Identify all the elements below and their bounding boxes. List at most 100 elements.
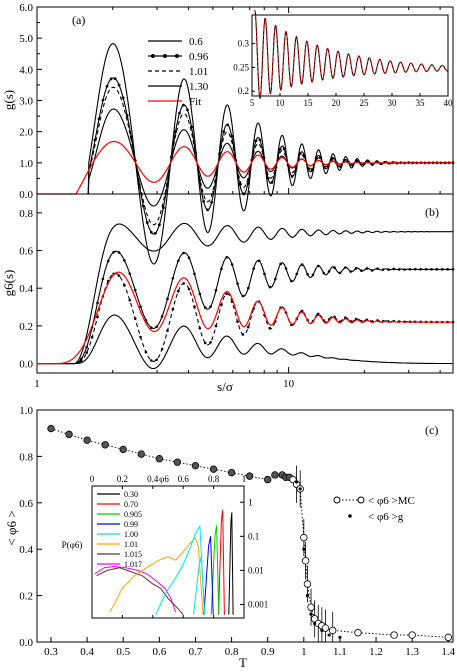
b-marker-2 <box>85 345 88 349</box>
ic-xtick-label: 0 <box>90 474 95 484</box>
c-mc-point <box>245 472 254 480</box>
b-marker-3 <box>176 289 180 293</box>
b-marker-2 <box>300 263 304 266</box>
ic-dist-1.01 <box>109 536 204 615</box>
b-marker-3 <box>268 327 272 330</box>
b-marker-2 <box>430 268 433 271</box>
panel-b: (b) 0.0 0.2 0.4 0.6 0.8 1 10 g6(s) s/σ <box>1 193 455 394</box>
b-curve-fit <box>37 271 453 365</box>
b-marker-2 <box>230 263 234 266</box>
b-curve-1 <box>37 222 453 365</box>
b-marker-2 <box>290 279 293 283</box>
a-marker-0.96 <box>125 113 129 117</box>
b-marker-2 <box>343 266 347 269</box>
c-mc-point <box>390 631 398 639</box>
b-marker-2 <box>128 272 132 276</box>
a-curve-fit <box>37 140 453 195</box>
c-ytick-label: 0.4 <box>19 544 33 556</box>
a-marker-0.96 <box>137 182 141 186</box>
c-xtick-label: 1.3 <box>405 646 419 658</box>
ic-legend-label-1.017: 1.017 <box>124 560 142 569</box>
ic-peak-0.70 <box>218 509 225 615</box>
ic-ytick-label: 0.01 <box>248 565 264 575</box>
b-curve-3 <box>37 272 453 365</box>
b-marker-2 <box>182 251 185 255</box>
b-marker-3 <box>182 282 185 285</box>
ic-xtick-label: 0.2 <box>117 474 128 484</box>
panel-b-label: (b) <box>425 205 439 219</box>
c-mc-point <box>263 475 272 484</box>
legend-label-fit: Fit <box>189 96 201 108</box>
b-marker-2 <box>295 272 299 276</box>
c-mc-point <box>301 557 310 565</box>
b-marker-2 <box>279 262 282 266</box>
b-ytick-label: 0.0 <box>19 359 33 371</box>
b-marker-2 <box>446 268 449 271</box>
a-marker-0.96 <box>278 147 282 151</box>
c-g-point <box>327 633 331 637</box>
ic-dist-1.015 <box>96 567 184 616</box>
panel-c-frame <box>36 409 454 643</box>
a-marker-0.96 <box>290 174 294 178</box>
a-marker-0.96 <box>338 165 342 168</box>
panel-c-inset: 0 0.2 0.4 0.6 0.8 1 0.001 0.01 0.1 1 φ6 P(φ6) 0.3… <box>62 474 268 619</box>
a-marker-0.96 <box>270 180 274 184</box>
ic-xtick-label: 0.6 <box>178 474 190 484</box>
panel-c-label: (c) <box>425 423 438 437</box>
c-mc-point <box>354 629 362 637</box>
b-marker-3 <box>209 340 212 344</box>
b-marker-2 <box>424 268 428 271</box>
b-marker-2 <box>403 268 406 271</box>
b-marker-2 <box>176 259 180 263</box>
b-marker-2 <box>349 270 352 273</box>
c-xtick-label: 1 <box>301 646 307 658</box>
inset-c-ylabel: P(φ6) <box>62 540 83 550</box>
b-marker-2 <box>392 267 396 271</box>
b-marker-2 <box>187 256 191 260</box>
c-xtick-label: 1.2 <box>369 646 383 658</box>
panel-c-data <box>47 424 452 642</box>
a-ytick-label: 1.0 <box>19 158 33 170</box>
ia-xtick-label: 35 <box>416 98 426 108</box>
b-marker-3 <box>225 292 229 296</box>
b-marker-2 <box>370 269 374 272</box>
c-ytick-label: 0.2 <box>19 591 33 603</box>
b-marker-2 <box>257 259 261 263</box>
b-marker-3 <box>160 347 164 351</box>
ic-peak-0.905 <box>210 525 220 615</box>
ic-xtick-label: 0.8 <box>208 474 220 484</box>
b-marker-2 <box>397 268 401 271</box>
b-marker-2 <box>247 286 250 290</box>
b-marker-2 <box>360 269 363 272</box>
a-marker-0.96 <box>149 230 153 234</box>
inset-c-curves <box>94 509 234 616</box>
b-marker-3 <box>171 307 175 311</box>
b-marker-2 <box>155 325 159 328</box>
ic-ytick-label: 0.1 <box>248 531 259 541</box>
panel-c-y-axis: 0.0 0.2 0.4 0.6 0.8 1.0 <box>19 405 42 649</box>
inset-c-axes: 0 0.2 0.4 0.6 0.8 1 0.001 0.01 0.1 1 <box>90 474 268 618</box>
legend-label-0.96: 0.96 <box>189 51 209 63</box>
b-marker-3 <box>155 358 159 361</box>
a-marker-0.96 <box>330 156 334 160</box>
b-marker-2 <box>96 301 99 305</box>
b-marker-2 <box>241 294 245 298</box>
legend-marker-g <box>348 514 352 518</box>
b-ytick-label: 0.4 <box>19 283 33 295</box>
b-marker-2 <box>112 250 115 254</box>
b-marker-2 <box>306 272 309 276</box>
b-marker-2 <box>413 267 417 271</box>
b-marker-2 <box>338 271 342 275</box>
ic-dist-1.017 <box>94 565 177 613</box>
b-marker-2 <box>408 268 412 271</box>
b-ytick-label: 0.8 <box>19 208 33 220</box>
b-marker-2 <box>263 272 266 276</box>
c-mc-point <box>300 533 308 542</box>
c-ytick-label: 0.8 <box>19 451 33 463</box>
c-xtick-label: 0.8 <box>225 646 239 658</box>
c-g-point <box>309 612 313 616</box>
b-marker-3 <box>220 303 223 307</box>
panel-b-curves <box>37 222 455 370</box>
inset-a-axes: 5 10 15 20 25 30 35 40 0.2 0.25 0.3 <box>233 39 453 108</box>
